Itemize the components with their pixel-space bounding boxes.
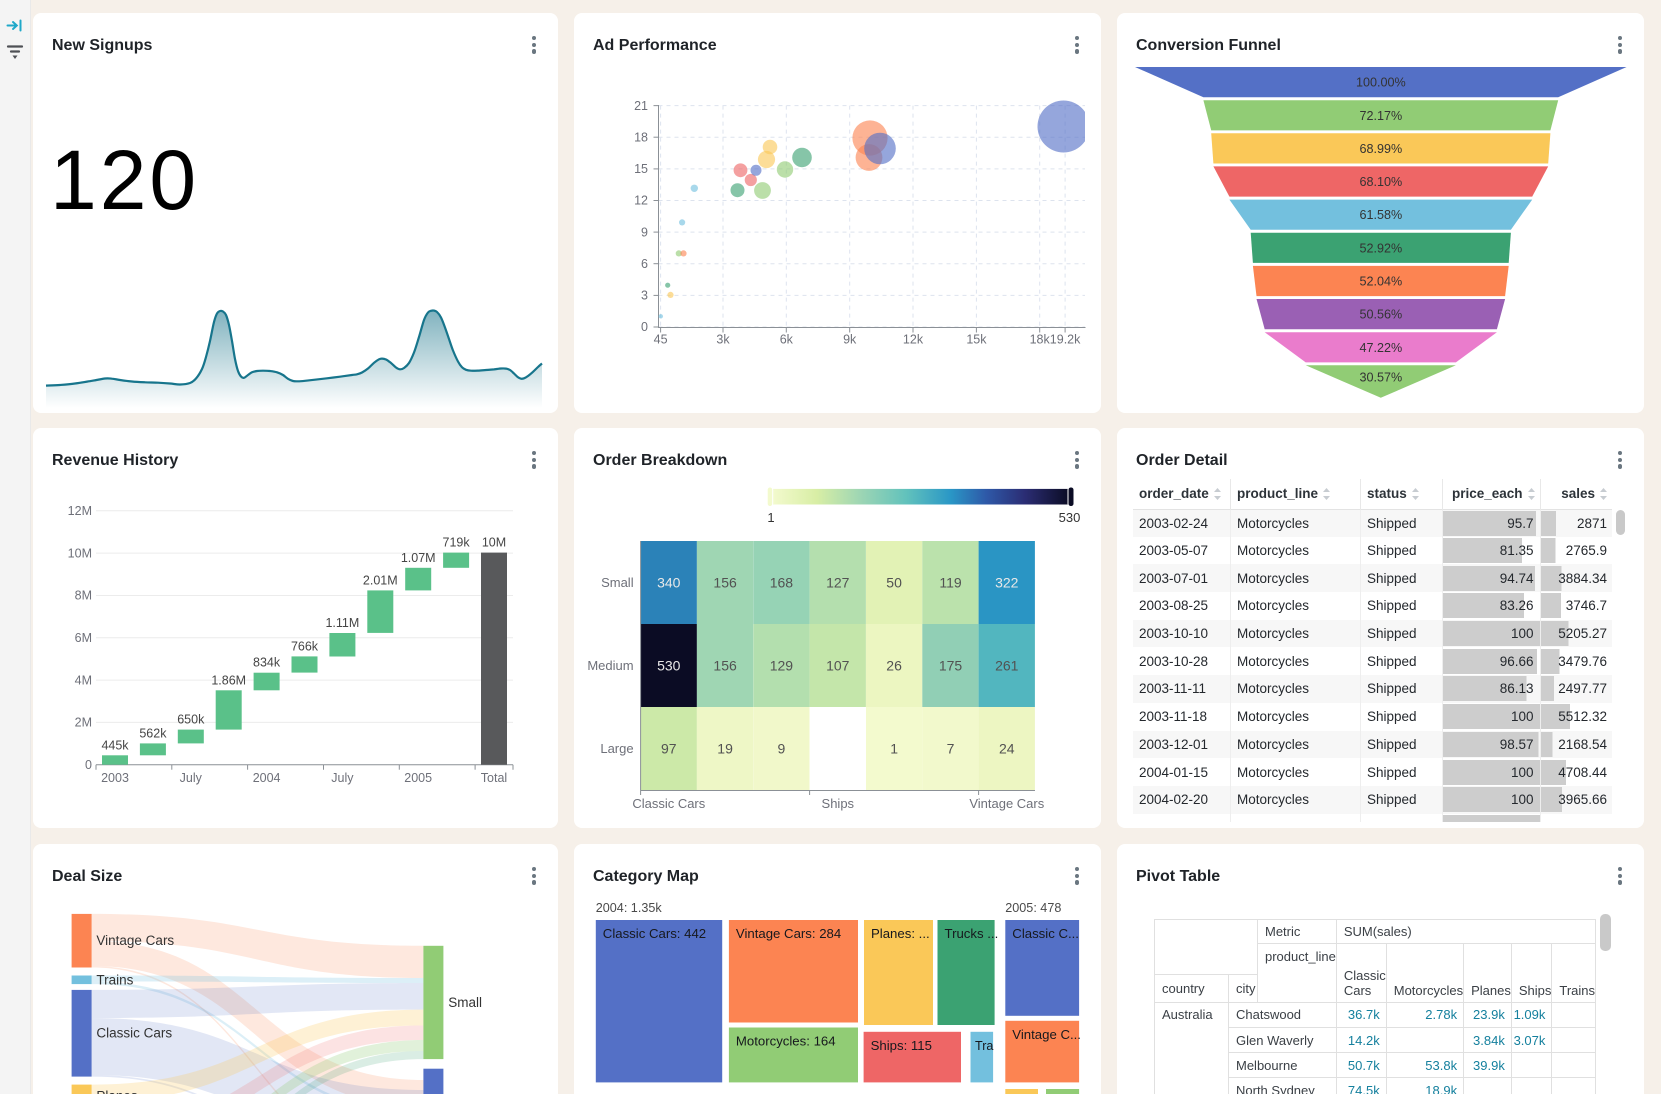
svg-text:834k: 834k xyxy=(253,656,281,670)
svg-text:97: 97 xyxy=(661,741,677,757)
svg-text:340: 340 xyxy=(657,575,681,591)
svg-text:2003: 2003 xyxy=(101,771,129,785)
svg-text:1.86M: 1.86M xyxy=(211,673,246,687)
svg-text:19: 19 xyxy=(717,741,733,757)
svg-text:Small: Small xyxy=(448,995,482,1010)
svg-text:175: 175 xyxy=(939,658,963,674)
svg-text:52.04%: 52.04% xyxy=(1359,275,1402,289)
svg-text:9k: 9k xyxy=(843,333,857,347)
svg-text:Vintage C...: Vintage C... xyxy=(1012,1027,1081,1042)
svg-text:766k: 766k xyxy=(291,639,319,653)
svg-text:650k: 650k xyxy=(177,713,205,727)
svg-text:2004: 2004 xyxy=(253,771,281,785)
svg-text:52.92%: 52.92% xyxy=(1359,241,1402,255)
svg-text:322: 322 xyxy=(995,575,1019,591)
svg-text:9: 9 xyxy=(641,225,648,239)
svg-text:12k: 12k xyxy=(903,333,924,347)
svg-text:7: 7 xyxy=(947,741,955,757)
svg-text:530: 530 xyxy=(1059,510,1081,525)
svg-text:18k: 18k xyxy=(1030,333,1051,347)
svg-text:45: 45 xyxy=(654,333,668,347)
svg-text:530: 530 xyxy=(657,658,681,674)
svg-text:50: 50 xyxy=(886,575,902,591)
svg-text:12M: 12M xyxy=(68,504,92,518)
svg-text:72.17%: 72.17% xyxy=(1359,109,1402,123)
svg-text:Vintage Cars: 284: Vintage Cars: 284 xyxy=(736,926,841,941)
svg-text:Classic Cars: Classic Cars xyxy=(632,796,705,811)
svg-text:15k: 15k xyxy=(966,333,987,347)
svg-text:Trucks ...: Trucks ... xyxy=(945,926,999,941)
svg-text:Ships: 115: Ships: 115 xyxy=(871,1038,932,1053)
svg-text:1.07M: 1.07M xyxy=(401,551,436,565)
svg-text:4M: 4M xyxy=(75,673,92,687)
svg-text:6M: 6M xyxy=(75,631,92,645)
svg-text:10M: 10M xyxy=(68,546,92,560)
svg-text:0: 0 xyxy=(85,758,92,772)
svg-text:68.99%: 68.99% xyxy=(1359,142,1402,156)
svg-text:Ships: Ships xyxy=(822,796,855,811)
svg-text:July: July xyxy=(180,771,203,785)
svg-text:127: 127 xyxy=(826,575,850,591)
svg-text:2004: 1.35k: 2004: 1.35k xyxy=(596,901,663,915)
svg-text:15: 15 xyxy=(634,162,648,176)
svg-text:1: 1 xyxy=(767,510,774,525)
svg-text:Vintage Cars: Vintage Cars xyxy=(969,796,1044,811)
svg-text:21: 21 xyxy=(634,99,648,113)
svg-text:6: 6 xyxy=(641,257,648,271)
svg-text:Small: Small xyxy=(601,575,634,590)
svg-text:168: 168 xyxy=(770,575,794,591)
svg-text:8M: 8M xyxy=(75,589,92,603)
svg-text:2.01M: 2.01M xyxy=(363,573,398,587)
svg-text:10M: 10M xyxy=(482,536,506,550)
svg-text:Motorcycles: 164: Motorcycles: 164 xyxy=(736,1034,836,1049)
svg-text:2005: 2005 xyxy=(404,771,432,785)
svg-text:2005: 478: 2005: 478 xyxy=(1005,901,1061,915)
svg-text:562k: 562k xyxy=(139,726,167,740)
svg-text:12: 12 xyxy=(634,194,648,208)
svg-text:107: 107 xyxy=(826,658,850,674)
svg-text:Trains: Trains xyxy=(96,972,133,987)
svg-text:July: July xyxy=(331,771,354,785)
svg-text:47.22%: 47.22% xyxy=(1359,341,1402,355)
svg-text:3: 3 xyxy=(641,289,648,303)
svg-text:1.11M: 1.11M xyxy=(325,616,359,630)
svg-text:3k: 3k xyxy=(716,333,730,347)
svg-text:Medium: Medium xyxy=(587,658,633,673)
svg-text:Tra: Tra xyxy=(975,1039,993,1053)
svg-text:50.56%: 50.56% xyxy=(1359,308,1402,322)
svg-text:119: 119 xyxy=(939,575,962,591)
svg-text:19.2k: 19.2k xyxy=(1050,333,1081,347)
svg-text:1: 1 xyxy=(890,741,898,757)
svg-text:100.00%: 100.00% xyxy=(1356,76,1406,90)
svg-text:18: 18 xyxy=(634,130,648,144)
svg-text:445k: 445k xyxy=(101,738,129,752)
svg-text:26: 26 xyxy=(886,658,902,674)
svg-text:156: 156 xyxy=(713,658,737,674)
svg-text:129: 129 xyxy=(770,658,794,674)
svg-text:68.10%: 68.10% xyxy=(1359,175,1402,189)
svg-text:Vintage Cars: Vintage Cars xyxy=(96,933,174,948)
svg-text:719k: 719k xyxy=(443,536,471,550)
svg-text:Total: Total xyxy=(481,771,507,785)
svg-text:0: 0 xyxy=(641,320,648,334)
svg-text:Classic C...: Classic C... xyxy=(1012,926,1079,941)
svg-text:9: 9 xyxy=(778,741,786,757)
svg-text:Large: Large xyxy=(600,741,633,756)
svg-text:2M: 2M xyxy=(75,716,92,730)
svg-text:Planes: Planes xyxy=(96,1089,138,1094)
svg-text:156: 156 xyxy=(713,575,737,591)
svg-text:30.57%: 30.57% xyxy=(1359,370,1402,384)
svg-text:Classic Cars: 442: Classic Cars: 442 xyxy=(603,926,706,941)
svg-text:6k: 6k xyxy=(780,333,794,347)
svg-text:24: 24 xyxy=(999,741,1015,757)
svg-text:Planes: ...: Planes: ... xyxy=(871,926,930,941)
svg-text:261: 261 xyxy=(995,658,1019,674)
svg-text:61.58%: 61.58% xyxy=(1359,208,1402,222)
svg-text:Classic Cars: Classic Cars xyxy=(96,1026,172,1041)
